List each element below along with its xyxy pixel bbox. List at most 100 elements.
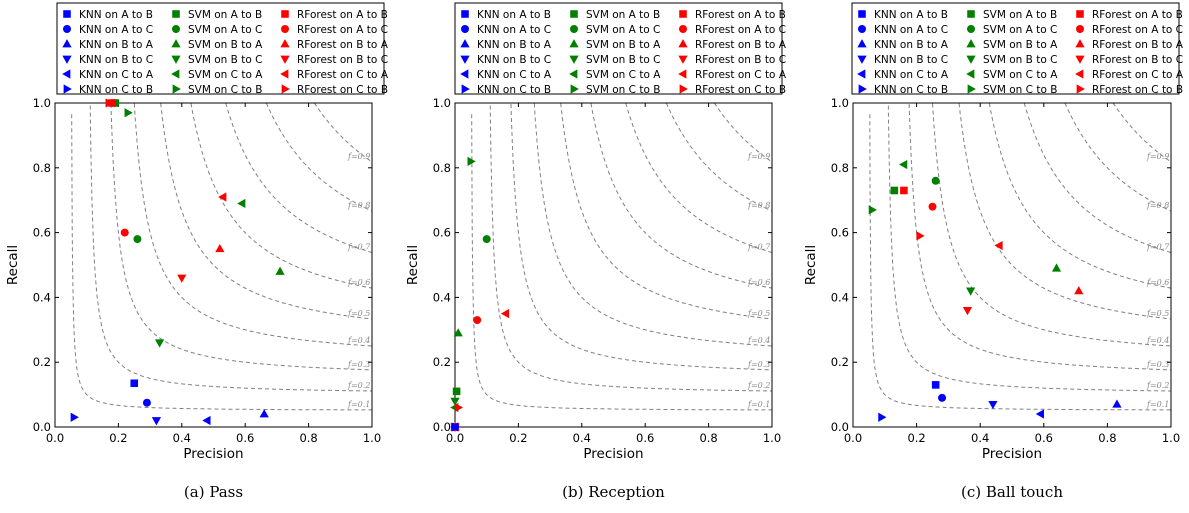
x-axis-label: Precision xyxy=(183,446,243,462)
iso-f-label: f=0.6 xyxy=(347,278,370,287)
legend-marker-knn-on-a-to-c xyxy=(63,25,71,33)
caption: (a) Pass xyxy=(184,483,243,501)
y-tick-label: 1.0 xyxy=(831,96,849,110)
legend-entry-rforest-on-a-to-b: RForest on A to B xyxy=(695,9,786,21)
x-tick-label: 0.4 xyxy=(573,431,591,445)
legend-marker-rforest-on-b-to-a xyxy=(1075,39,1085,48)
point-svm-on-c-to-a xyxy=(237,198,246,209)
point-svm-on-b-to-c xyxy=(154,339,165,348)
point-svm-on-a-to-c xyxy=(931,176,940,185)
legend-entry-svm-on-a-to-b: SVM on A to B xyxy=(586,9,660,21)
point-knn-on-b-to-a xyxy=(1112,399,1122,408)
iso-f-label: f=0.2 xyxy=(347,381,370,390)
iso-f-curve xyxy=(489,105,772,392)
legend-entry-svm-on-c-to-a: SVM on C to A xyxy=(188,69,263,81)
point-svm-on-a-to-b xyxy=(452,387,461,396)
iso-f-curve xyxy=(89,105,372,392)
legend-entry-knn-on-c-to-b: KNN on C to B xyxy=(79,84,153,96)
legend-marker-rforest-on-b-to-a xyxy=(280,39,290,48)
y-tick-label: 0.6 xyxy=(433,226,451,240)
legend-entry-svm-on-c-to-a: SVM on C to A xyxy=(586,69,661,81)
iso-f-curve xyxy=(665,102,773,212)
point-knn-on-b-to-a xyxy=(259,409,269,418)
y-tick-label: 0.0 xyxy=(433,420,451,434)
y-axis-label: Recall xyxy=(405,245,421,285)
legend-marker-rforest-on-b-to-c xyxy=(280,55,290,64)
legend-entry-svm-on-c-to-a: SVM on C to A xyxy=(983,69,1058,81)
x-tick-label: 0.4 xyxy=(971,431,989,445)
point-svm-on-c-to-b xyxy=(868,205,877,215)
legend-entry-knn-on-c-to-a: KNN on C to A xyxy=(874,69,949,81)
legend-entry-svm-on-b-to-a: SVM on B to A xyxy=(188,39,263,51)
iso-f-label: f=0.8 xyxy=(747,201,770,210)
iso-f-label: f=0.1 xyxy=(347,400,370,409)
iso-f-label: f=0.5 xyxy=(1146,309,1169,318)
legend-marker-rforest-on-c-to-a xyxy=(1075,69,1084,79)
point-rforest-on-c-to-b xyxy=(454,402,463,413)
iso-f-curve xyxy=(133,103,373,347)
legend-marker-svm-on-a-to-b xyxy=(172,10,180,18)
legend-entry-knn-on-c-to-b: KNN on C to B xyxy=(874,84,948,96)
iso-f-curve xyxy=(908,103,1172,371)
legend-marker-svm-on-b-to-c xyxy=(966,55,976,64)
point-knn-on-c-to-b xyxy=(451,422,460,432)
point-rforest-on-c-to-b xyxy=(916,231,925,241)
legend-marker-rforest-on-a-to-b xyxy=(1076,10,1084,18)
legend-entry-rforest-on-a-to-c: RForest on A to C xyxy=(1092,24,1183,36)
legend-marker-knn-on-c-to-b xyxy=(858,84,867,94)
y-tick-label: 0.8 xyxy=(831,161,849,175)
legend-entry-knn-on-c-to-a: KNN on C to A xyxy=(79,69,154,81)
point-rforest-on-b-to-c xyxy=(962,307,973,316)
x-tick-label: 0.0 xyxy=(446,431,464,445)
legend-entry-svm-on-a-to-c: SVM on A to C xyxy=(983,24,1057,36)
point-knn-on-b-to-c xyxy=(988,400,998,410)
point-knn-on-a-to-c xyxy=(142,398,151,407)
plot-area-frame xyxy=(454,102,773,428)
point-knn-on-b-to-c xyxy=(151,417,162,426)
legend-entry-knn-on-a-to-c: KNN on A to C xyxy=(79,24,153,36)
iso-f-curve xyxy=(190,103,373,289)
x-tick-label: 1.0 xyxy=(363,431,381,445)
point-knn-on-c-to-b xyxy=(878,412,887,422)
legend-entry-rforest-on-a-to-c: RForest on A to C xyxy=(695,24,786,36)
iso-f-label: f=0.5 xyxy=(747,309,770,318)
point-svm-on-a-to-c xyxy=(133,235,142,244)
iso-f-curve xyxy=(713,102,773,163)
point-knn-on-c-to-a xyxy=(1035,409,1044,419)
legend-entry-svm-on-c-to-b: SVM on C to B xyxy=(188,84,262,96)
x-axis-label: Precision xyxy=(583,446,643,462)
legend-entry-rforest-on-c-to-b: RForest on C to B xyxy=(1092,84,1183,96)
legend-entry-rforest-on-c-to-a: RForest on C to A xyxy=(1092,69,1184,81)
legend-marker-rforest-on-c-to-b xyxy=(679,84,688,94)
legend-entry-svm-on-b-to-c: SVM on B to C xyxy=(983,54,1057,66)
legend-marker-svm-on-c-to-b xyxy=(570,84,579,94)
y-tick-label: 0.4 xyxy=(433,290,451,304)
point-rforest-on-c-to-a xyxy=(994,240,1003,251)
iso-f-curve xyxy=(590,103,773,289)
iso-f-label: f=0.4 xyxy=(347,336,370,345)
legend-entry-knn-on-c-to-b: KNN on C to B xyxy=(477,84,551,96)
y-tick-label: 0.0 xyxy=(831,420,849,434)
iso-f-curve xyxy=(313,102,373,163)
legend-marker-knn-on-c-to-a xyxy=(460,69,469,79)
point-rforest-on-b-to-a xyxy=(215,243,225,253)
iso-f-label: f=0.9 xyxy=(1146,152,1169,161)
iso-f-label: f=0.7 xyxy=(347,243,371,252)
data-points xyxy=(70,98,285,426)
legend-marker-svm-on-b-to-c xyxy=(569,55,579,64)
x-tick-label: 0.4 xyxy=(173,431,191,445)
legend-marker-rforest-on-b-to-a xyxy=(678,39,688,48)
legend-entry-knn-on-b-to-c: KNN on B to C xyxy=(874,54,948,66)
iso-f-label: f=0.6 xyxy=(1146,278,1169,287)
y-tick-label: 1.0 xyxy=(33,96,51,110)
y-tick-label: 0.8 xyxy=(433,161,451,175)
iso-f-curve xyxy=(471,114,772,411)
iso-f-curve xyxy=(625,102,773,253)
point-rforest-on-c-to-b xyxy=(105,98,114,108)
legend-marker-svm-on-b-to-c xyxy=(171,55,181,64)
iso-f-curve xyxy=(265,102,373,212)
caption: (b) Reception xyxy=(562,483,665,501)
x-tick-label: 0.8 xyxy=(299,431,317,445)
point-svm-on-b-to-a xyxy=(1051,263,1062,272)
